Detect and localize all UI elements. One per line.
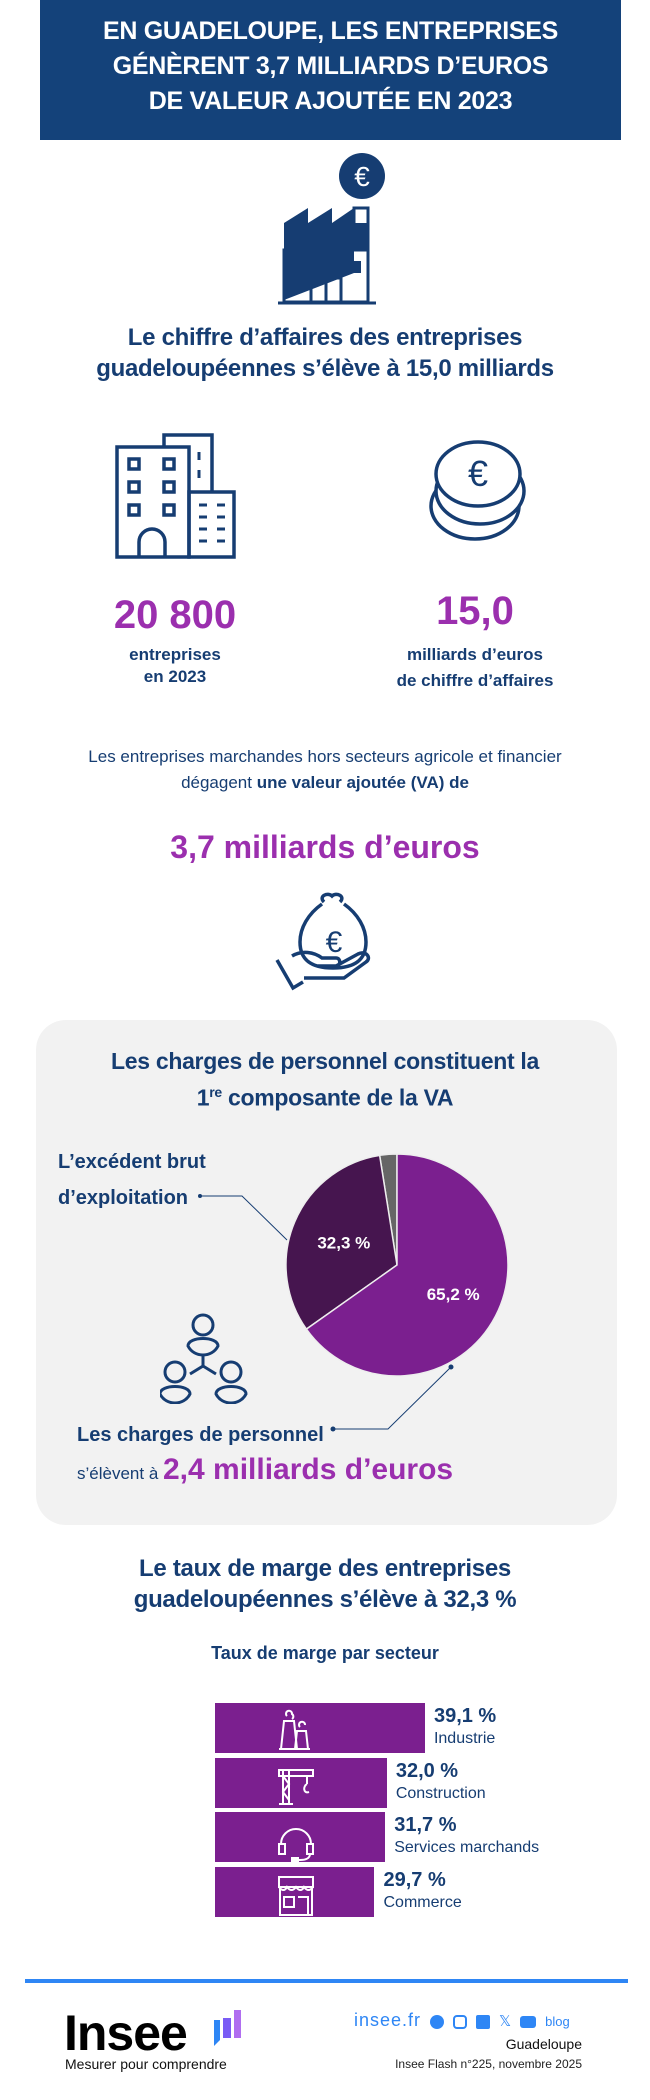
stat-value: 15,0: [436, 589, 514, 633]
factory-euro-icon: €: [278, 153, 385, 305]
buildings-icon: [115, 433, 236, 559]
personnel-amount: s’élèvent à 2,4 milliards d’euros: [77, 1450, 453, 1495]
stat-turnover: 15,0 milliards d’euros de chiffre d’affa…: [355, 588, 595, 694]
ca-heading: Le chiffre d’affaires des entreprises gu…: [0, 322, 650, 384]
footer-divider: [25, 1979, 628, 1983]
title-line: EN GUADELOUPE, LES ENTREPRISES: [103, 17, 558, 45]
insee-logo: Insee: [64, 2005, 188, 2061]
bar-construction: [215, 1758, 387, 1808]
heading-line: guadeloupéennes s’élève à 15,0 milliards: [96, 355, 554, 382]
social-links: 𝕏 blog: [430, 2014, 570, 2029]
svg-text:€: €: [326, 926, 343, 959]
personnel-label: Les charges de personnel: [77, 1424, 324, 1446]
pie-slice-label: 32,3 %: [317, 1234, 370, 1253]
va-line: Les entreprises marchandes hors secteurs…: [88, 747, 562, 766]
footer-region: Guadeloupe: [505, 2036, 582, 2052]
title-line: GÉNÈRENT 3,7 MILLIARDS D’EUROS: [112, 52, 549, 80]
shop-icon: [278, 1876, 314, 1916]
heading-num: 1: [196, 1084, 210, 1111]
bar-category-label: Construction: [395, 1785, 486, 1802]
bar-category-label: Industrie: [433, 1730, 496, 1747]
heading-sup: re: [209, 1084, 222, 1100]
leader-dot: [330, 1426, 336, 1432]
pie-slice: [305, 1153, 509, 1377]
pie-slice-label: 65,2 %: [427, 1285, 480, 1304]
heading-rest: composante de la VA: [221, 1084, 454, 1111]
stat-enterprises: 20 800 entreprises en 2023: [75, 592, 275, 688]
title-banner: EN GUADELOUPE, LES ENTREPRISES GÉNÈRENT …: [40, 0, 621, 140]
ebe-leader-line: [200, 1195, 288, 1241]
stat-value: 20 800: [113, 593, 237, 637]
bar-value-label: 29,7 %: [383, 1869, 446, 1891]
linkedin-icon[interactable]: [476, 2014, 490, 2029]
va-pie-chart: 65,2 % 32,3 %: [198, 1153, 509, 1432]
stat-label: milliards d’euros: [406, 645, 544, 664]
blog-link[interactable]: blog: [545, 2014, 570, 2029]
leader-dot: [198, 1194, 202, 1198]
bar-services-marchands: [215, 1812, 386, 1862]
pie-slice: [285, 1154, 398, 1331]
stat-label: de chiffre d’affaires: [396, 671, 554, 690]
insee-site-link[interactable]: insee.fr: [354, 2010, 422, 2030]
heading-line: Le taux de marge des entreprises: [139, 1555, 511, 1582]
insee-tagline: Mesurer pour comprendre: [65, 2056, 227, 2072]
va-bold: une valeur ajoutée (VA) de: [256, 773, 469, 792]
heading-line: Le chiffre d’affaires des entreprises: [127, 324, 523, 351]
people-network-icon: [160, 1313, 248, 1404]
bluesky-icon[interactable]: [430, 2014, 444, 2029]
footer-publication: Insee Flash n°225, novembre 2025: [395, 2057, 582, 2071]
personnel-prefix: s’élèvent à: [77, 1464, 163, 1483]
va-line: dégagent: [181, 773, 257, 792]
va-value: 3,7 milliards d’euros: [170, 829, 480, 865]
headset-icon: [278, 1828, 314, 1862]
va-box-heading: Les charges de personnel constituent la …: [0, 1046, 650, 1114]
heading-line: Les charges de personnel constituent la: [111, 1048, 539, 1074]
bar-chart-title: Taux de marge par secteur: [211, 1643, 439, 1663]
stat-label: entreprises: [129, 645, 221, 664]
heading-line: guadeloupéennes s’élève à 32,3 %: [133, 1586, 517, 1613]
youtube-icon[interactable]: [520, 2015, 537, 2028]
personnel-value: 2,4 milliards d’euros: [163, 1453, 454, 1486]
bar-value-label: 32,0 %: [395, 1760, 459, 1782]
marge-heading: Le taux de marge des entreprises guadelo…: [0, 1553, 650, 1615]
insee-logo-bars: [214, 2010, 241, 2046]
bar-commerce: [215, 1867, 375, 1917]
x-icon[interactable]: 𝕏: [499, 2012, 512, 2030]
crane-icon: [278, 1769, 314, 1805]
svg-text:€: €: [354, 161, 370, 192]
factory-icon: [279, 1709, 310, 1750]
instagram-icon[interactable]: [453, 2014, 467, 2029]
coins-icon: €: [429, 440, 526, 541]
bar-value-label: 31,7 %: [394, 1814, 457, 1836]
money-bag-hand-icon: €: [275, 892, 371, 991]
bar-value-label: 39,1 %: [433, 1705, 497, 1727]
stat-label: en 2023: [143, 667, 207, 686]
label-line: d’exploitation: [58, 1187, 188, 1209]
bar-category-label: Commerce: [383, 1894, 462, 1911]
bar-industrie: [215, 1703, 425, 1753]
ebe-label: L’excédent brut d’exploitation: [58, 1144, 206, 1216]
svg-text:€: €: [468, 453, 488, 494]
va-text: Les entreprises marchandes hors secteurs…: [0, 744, 650, 796]
leader-dot: [448, 1364, 454, 1370]
bar-category-label: Services marchands: [394, 1839, 540, 1856]
personnel-leader-line: [333, 1366, 452, 1430]
label-line: L’excédent brut: [58, 1151, 206, 1173]
title-line: DE VALEUR AJOUTÉE EN 2023: [148, 87, 513, 115]
